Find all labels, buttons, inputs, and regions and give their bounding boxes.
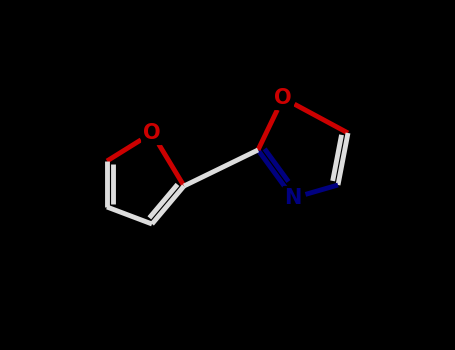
Text: O: O [143,123,161,143]
Text: O: O [274,88,292,108]
Text: N: N [284,188,302,208]
